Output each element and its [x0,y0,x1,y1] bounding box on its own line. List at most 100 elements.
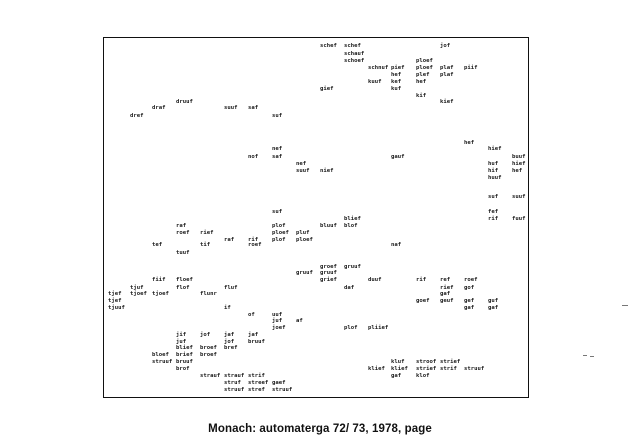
poem-word: struuf [224,387,245,393]
poem-word: floef [176,277,193,283]
poem-word: pliief [368,325,389,331]
poem-word: grief [320,277,337,283]
poem-word: nof [248,154,259,160]
poem-word: tef [152,242,163,248]
poem-word: rif [488,216,499,222]
poem-word: tuuf [176,250,190,256]
poem-word: nef [296,161,307,167]
poem-word: suf [272,209,283,215]
poem-word: schoef [344,58,365,64]
poem-word: fiif [152,277,166,283]
poem-word: tjoef [130,291,147,297]
poem-word: of [248,312,255,318]
poem-word: gaf [488,305,499,311]
poem-word: huuf [488,175,502,181]
poem-word: saf [248,105,259,111]
poem-word: struuf [272,387,293,393]
poem-word: dref [130,113,144,119]
poem-word: nef [272,146,283,152]
artwork-frame [103,37,529,398]
margin-mark [583,355,587,356]
poem-word: fuuf [512,216,526,222]
poem-word: jof [200,332,211,338]
poem-word: kuuf [368,79,382,85]
poem-word: huf [488,161,499,167]
poem-word: bluuf [320,223,337,229]
poem-word: kluf [391,359,405,365]
poem-word: if [224,305,231,311]
poem-word: jaf [224,332,235,338]
poem-word: kuf [391,86,402,92]
poem-word: schef [320,43,337,49]
poem-word: gief [320,86,334,92]
poem-word: ref [440,277,451,283]
poem-word: schauf [344,51,365,57]
poem-word: jaf [248,332,259,338]
poem-word: strauf [224,373,245,379]
poem-word: kif [416,93,427,99]
poem-word: juf [176,339,187,345]
poem-word: schnuf [368,65,389,71]
poem-word: ploef [416,58,433,64]
poem-word: bloef [152,352,169,358]
poem-word: gaf [440,291,451,297]
poem-word: flof [176,285,190,291]
poem-word: suuf [512,194,526,200]
poem-word: kef [391,79,402,85]
poem-word: suuf [296,168,310,174]
poem-word: raf [176,223,187,229]
poem-word: klief [368,366,385,372]
poem-word: draf [152,105,166,111]
poem-word: hef [391,72,402,78]
poem-word: juf [272,318,283,324]
poem-word: gruuf [320,270,337,276]
poem-word: strif [440,366,457,372]
poem-word: bref [224,345,238,351]
poem-word: suf [272,113,283,119]
poem-word: pluf [296,230,310,236]
poem-word: plof [344,325,358,331]
poem-word: struuf [464,366,485,372]
poem-word: fluf [224,285,238,291]
poem-word: gaf [464,305,475,311]
poem-word: strif [248,373,265,379]
poem-word: plaf [440,65,454,71]
poem-word: roef [464,277,478,283]
margin-mark [590,356,594,357]
poem-word: plof [272,237,286,243]
poem-word: tjuf [130,285,144,291]
poem-word: tjef [108,298,122,304]
poem-word: brief [176,352,193,358]
poem-word: kief [440,99,454,105]
poem-word: nief [320,168,334,174]
poem-word: strief [416,366,437,372]
poem-word: broef [200,352,217,358]
poem-word: blief [176,345,193,351]
poem-word: pief [391,65,405,71]
poem-word: brof [176,366,190,372]
poem-word: klof [416,373,430,379]
caption: Monach: automaterga 72/ 73, 1978, page [208,423,432,435]
poem-word: gof [464,285,475,291]
poem-word: groef [320,264,337,270]
poem-word: rif [248,237,259,243]
poem-word: gruuf [296,270,313,276]
poem-word: plof [272,223,286,229]
poem-word: flunr [200,291,217,297]
poem-word: strauf [200,373,221,379]
poem-word: fef [488,209,499,215]
poem-word: daf [344,285,355,291]
poem-word: ploef [296,237,313,243]
poem-word: struf [224,380,241,386]
poem-word: hef [512,168,523,174]
poem-word: rief [200,230,214,236]
poem-word: hef [416,79,427,85]
poem-word: gaef [272,380,286,386]
poem-word: jof [224,339,235,345]
poem-word: schef [344,43,361,49]
poem-word: tif [200,242,211,248]
poem-word: gef [464,298,475,304]
poem-word: rief [440,285,454,291]
poem-word: jof [440,43,451,49]
poem-word: ploef [416,65,433,71]
